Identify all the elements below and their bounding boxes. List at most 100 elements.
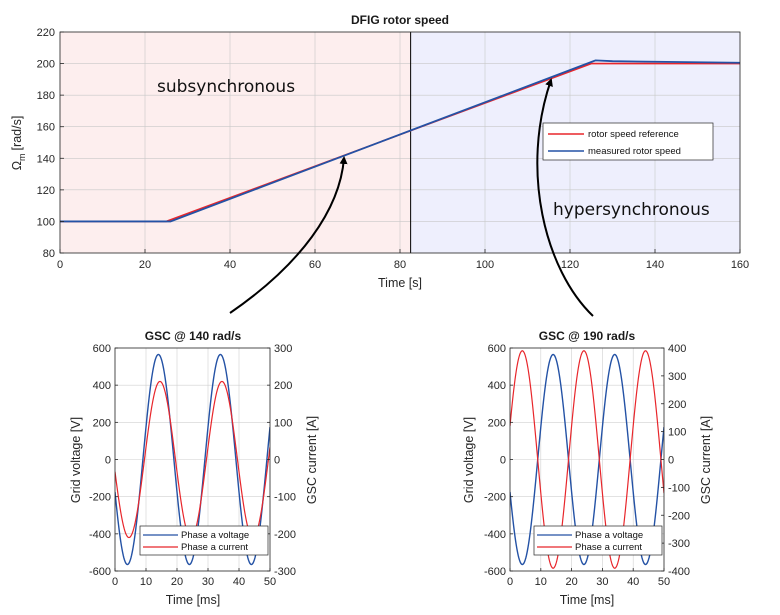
g140-x-tick-label: 30	[202, 576, 214, 588]
g140-x-tick-label: 10	[140, 576, 152, 588]
gsc-190-legend-box	[533, 525, 663, 556]
g190-right-tick-label: -100	[668, 482, 690, 494]
g140-left-tick-label: 0	[105, 455, 111, 467]
gsc-140-x-label: Time [ms]	[166, 593, 220, 607]
gsc-190-legend-label-current: Phase a current	[575, 542, 642, 553]
g140-x-tick-label: 20	[171, 576, 183, 588]
g190-left-tick-label: 400	[488, 380, 506, 392]
g140-left-tick-label: 400	[93, 380, 111, 392]
g140-x-tick-label: 40	[233, 576, 245, 588]
g190-right-tick-label: 200	[668, 399, 686, 411]
rotor-y-label: Ωm[rad/s]	[10, 116, 27, 171]
gsc-190-current-line	[510, 350, 664, 569]
rotor-x-tick-label: 0	[57, 259, 63, 271]
rotor-x-tick-label: 160	[731, 259, 749, 271]
g140-right-tick-label: 100	[274, 417, 292, 429]
gsc-190-right-label: GSC current [A]	[699, 416, 713, 504]
g190-right-tick-label: 400	[668, 343, 686, 355]
legend-label-reference: rotor speed reference	[588, 129, 679, 140]
g140-left-tick-label: 200	[93, 417, 111, 429]
g140-left-tick-label: -600	[89, 566, 111, 578]
gsc-140-right-label: GSC current [A]	[305, 416, 319, 504]
g190-x-tick-label: 20	[565, 576, 577, 588]
g190-x-tick-label: 30	[596, 576, 608, 588]
g140-x-tick-label: 50	[264, 576, 276, 588]
gsc-190-x-label: Time [ms]	[560, 593, 614, 607]
rotor-y-tick-label: 160	[37, 122, 55, 134]
rotor-y-tick-label: 200	[37, 59, 55, 71]
rotor-x-tick-label: 20	[139, 259, 151, 271]
g190-right-tick-label: -400	[668, 566, 690, 578]
g140-left-tick-label: -200	[89, 492, 111, 504]
rotor-chart-title: DFIG rotor speed	[351, 13, 449, 27]
rotor-y-tick-label: 140	[37, 153, 55, 165]
g140-right-tick-label: -200	[274, 529, 296, 541]
g190-left-tick-label: -600	[484, 566, 506, 578]
gsc-190-left-ticks: -600 -400 -200 0 200 400 600	[484, 343, 513, 578]
arrow-to-140	[229, 156, 348, 314]
rotor-x-ticks: 0 20 40 60 80 100 120 140 160	[57, 249, 749, 271]
rotor-legend: rotor speed reference measured rotor spe…	[542, 122, 714, 161]
rotor-y-tick-label: 100	[37, 216, 55, 228]
rotor-y-tick-label: 80	[43, 248, 55, 260]
gsc-190-x-ticks: 0 10 20 30 40 50	[507, 568, 670, 588]
rotor-y-tick-label: 120	[37, 185, 55, 197]
g140-right-tick-label: 200	[274, 380, 292, 392]
gsc-140-left-ticks: -600 -400 -200 0 200 400 600	[89, 343, 118, 578]
rotor-chart: 0 20 40 60 80 100 120 140 160 80 100 120 140 160 180 2…	[10, 13, 749, 290]
gsc-140-left-label: Grid voltage [V]	[69, 417, 83, 503]
g190-left-tick-label: 0	[500, 455, 506, 467]
g140-left-tick-label: -400	[89, 529, 111, 541]
gsc-190-left-label: Grid voltage [V]	[462, 417, 476, 503]
g190-right-tick-label: 100	[668, 427, 686, 439]
rotor-y-tick-label: 220	[37, 27, 55, 39]
g190-x-tick-label: 10	[535, 576, 547, 588]
g190-x-tick-label: 0	[507, 576, 513, 588]
g190-left-tick-label: 600	[488, 343, 506, 355]
rotor-legend-box	[542, 122, 714, 161]
g190-x-tick-label: 40	[627, 576, 639, 588]
g190-x-tick-label: 50	[658, 576, 670, 588]
arrow-to-190	[536, 78, 594, 317]
gsc-140-legend-box	[139, 525, 269, 556]
rotor-x-label: Time [s]	[378, 276, 422, 290]
rotor-y-tick-label: 180	[37, 90, 55, 102]
gsc-190-right-ticks: -400 -300 -200 -100 0 100 200 300 400	[661, 343, 690, 578]
g190-right-tick-label: 300	[668, 371, 686, 383]
rotor-x-tick-label: 140	[646, 259, 664, 271]
g190-left-tick-label: -400	[484, 529, 506, 541]
rotor-x-tick-label: 60	[309, 259, 321, 271]
g190-right-tick-label: 0	[668, 455, 674, 467]
g140-right-tick-label: -300	[274, 566, 296, 578]
gsc-140-legend-label-voltage: Phase a voltage	[181, 530, 249, 541]
rotor-x-tick-label: 120	[561, 259, 579, 271]
g140-right-tick-label: 300	[274, 343, 292, 355]
gsc-190-legend-label-voltage: Phase a voltage	[575, 530, 643, 541]
subsynchronous-region	[60, 32, 411, 253]
g190-right-tick-label: -300	[668, 538, 690, 550]
gsc-140-right-ticks: -300 -200 -100 0 100 200 300	[267, 343, 296, 578]
g140-x-tick-label: 0	[112, 576, 118, 588]
gsc-190-legend: Phase a voltage Phase a current	[533, 525, 663, 556]
hypersynchronous-label: hypersynchronous	[553, 200, 710, 220]
rotor-x-tick-label: 40	[224, 259, 236, 271]
measured-rotor-speed-line	[60, 59, 740, 223]
g190-right-tick-label: -200	[668, 510, 690, 522]
rotor-x-tick-label: 80	[394, 259, 406, 271]
rotor-x-tick-label: 100	[476, 259, 494, 271]
g140-right-tick-label: 0	[274, 455, 280, 467]
gsc-140-legend-label-current: Phase a current	[181, 542, 248, 553]
g190-left-tick-label: -200	[484, 492, 506, 504]
g140-left-tick-label: 600	[93, 343, 111, 355]
gsc-140-title: GSC @ 140 rad/s	[145, 329, 242, 343]
gsc-190-title: GSC @ 190 rad/s	[539, 329, 636, 343]
rotor-y-ticks: 80 100 120 140 160 180 200 220	[37, 27, 64, 260]
gsc-140-x-ticks: 0 10 20 30 40 50	[112, 568, 276, 588]
g140-right-tick-label: -100	[274, 492, 296, 504]
g190-left-tick-label: 200	[488, 417, 506, 429]
legend-label-measured: measured rotor speed	[588, 146, 681, 157]
gsc-140-legend: Phase a voltage Phase a current	[139, 525, 269, 556]
